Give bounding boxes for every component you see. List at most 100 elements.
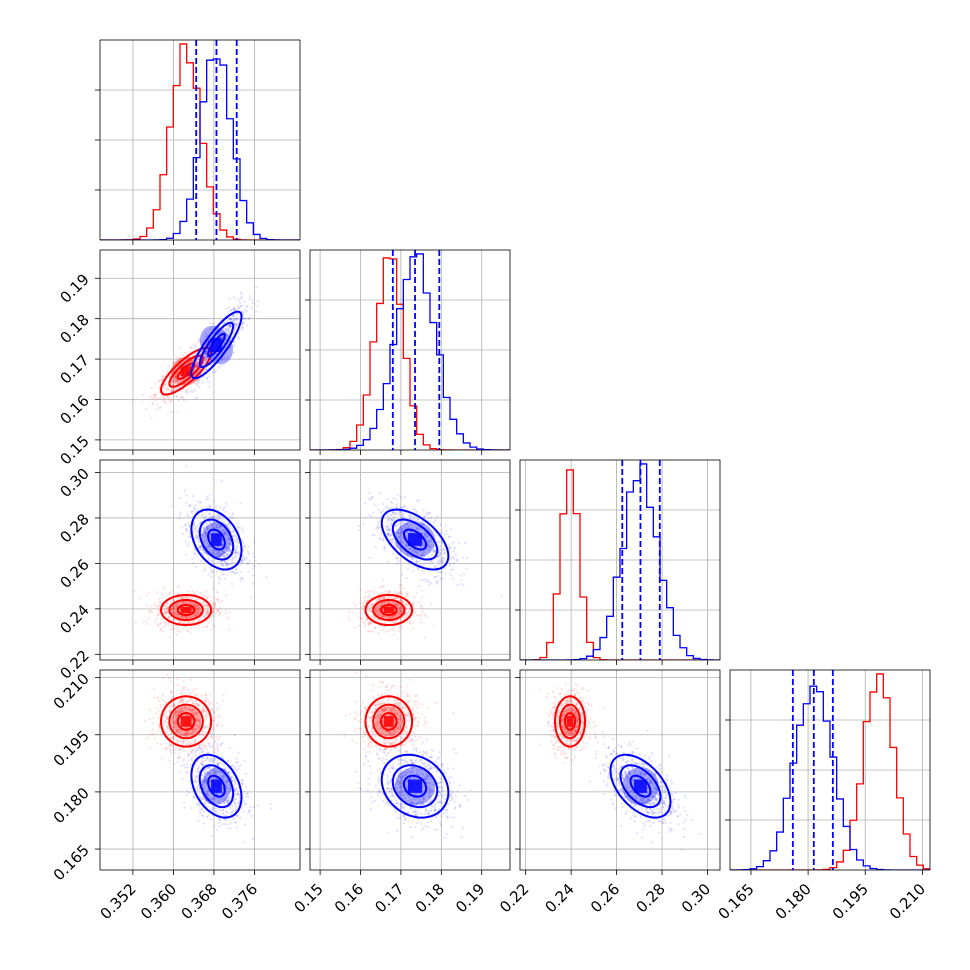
sample-point	[386, 560, 390, 563]
sample-point	[179, 389, 182, 392]
sample-point	[184, 732, 187, 735]
sample-point	[180, 615, 183, 618]
sample-point	[415, 526, 418, 529]
sample-point	[213, 603, 216, 606]
panel-1-0: 0.150.160.170.180.19	[56, 249, 301, 468]
sample-point	[191, 730, 194, 734]
contour-blue	[380, 508, 450, 571]
sample-point	[190, 510, 193, 513]
sample-point	[161, 378, 164, 381]
sample-point	[363, 621, 367, 624]
sample-point	[194, 529, 198, 532]
sample-point	[211, 322, 214, 325]
sample-point	[185, 621, 189, 624]
sample-point	[199, 368, 202, 371]
sample-point	[228, 332, 231, 335]
sample-point	[190, 750, 193, 754]
sample-point	[192, 619, 196, 622]
sample-point	[437, 541, 440, 544]
sample-point	[200, 814, 203, 817]
sample-point	[206, 604, 209, 607]
sample-point	[199, 544, 202, 547]
sample-point	[206, 793, 209, 796]
sample-point	[188, 707, 191, 710]
sample-point	[388, 590, 392, 593]
sample-point	[416, 499, 419, 503]
sample-point	[236, 815, 239, 818]
sample-point	[211, 602, 215, 605]
sample-point	[189, 390, 192, 393]
sample-point	[414, 557, 417, 561]
sample-point	[419, 559, 422, 562]
sample-point	[170, 745, 174, 748]
sample-point	[407, 611, 411, 614]
sample-point	[198, 354, 201, 357]
sample-point	[165, 607, 169, 610]
sample-point	[185, 708, 189, 712]
sample-point	[405, 592, 408, 595]
sample-point	[367, 622, 370, 625]
sample-point	[150, 417, 153, 420]
sample-point	[212, 805, 215, 809]
sample-point	[166, 674, 169, 677]
sample-point	[184, 365, 187, 368]
sample-point	[395, 604, 399, 607]
sample-point	[201, 733, 204, 736]
y-tick-label: 0.19	[56, 270, 92, 306]
sample-point	[225, 337, 228, 341]
sample-point	[209, 515, 212, 518]
sample-point	[195, 606, 198, 609]
sample-point	[194, 625, 197, 629]
sample-point	[412, 515, 416, 518]
contour-blue	[207, 528, 226, 551]
sample-point	[194, 726, 197, 730]
sample-point	[368, 621, 372, 625]
sample-point	[194, 565, 197, 569]
sample-point	[223, 531, 226, 534]
sample-point	[194, 527, 197, 530]
sample-point	[373, 591, 376, 595]
sample-point	[371, 534, 374, 537]
sample-point	[202, 363, 205, 366]
sample-point	[241, 540, 244, 543]
sample-point	[178, 729, 182, 732]
sample-point	[172, 722, 175, 725]
sample-point	[192, 728, 196, 731]
sample-point	[192, 510, 195, 513]
sample-point	[401, 531, 404, 534]
sample-point	[395, 524, 398, 528]
sample-point	[398, 513, 401, 516]
sample-point	[198, 725, 201, 728]
sample-point	[228, 548, 232, 552]
sample-point	[210, 708, 213, 711]
sample-point	[453, 547, 456, 550]
sample-point	[163, 387, 166, 390]
sample-point	[369, 590, 373, 593]
sample-point	[236, 545, 239, 548]
sample-point	[234, 308, 237, 312]
sample-point	[180, 597, 183, 600]
sample-point	[191, 748, 194, 751]
sample-point	[194, 781, 198, 784]
sample-point	[392, 616, 395, 619]
sample-point	[194, 504, 197, 507]
sample-point	[241, 559, 244, 562]
sample-point	[201, 756, 205, 760]
sample-point	[232, 313, 235, 317]
sample-point	[202, 359, 205, 362]
sample-point	[368, 556, 371, 559]
sample-point	[371, 603, 374, 606]
sample-point	[197, 378, 200, 381]
sample-point	[382, 596, 385, 600]
sample-point	[431, 549, 434, 552]
sample-point	[182, 734, 185, 737]
sample-point	[203, 567, 207, 570]
sample-point	[448, 564, 451, 567]
sample-point	[231, 344, 234, 347]
sample-point	[199, 372, 202, 375]
histogram-blue	[310, 253, 510, 450]
sample-point	[180, 615, 183, 619]
sample-point	[386, 615, 389, 618]
sample-point	[192, 531, 195, 534]
